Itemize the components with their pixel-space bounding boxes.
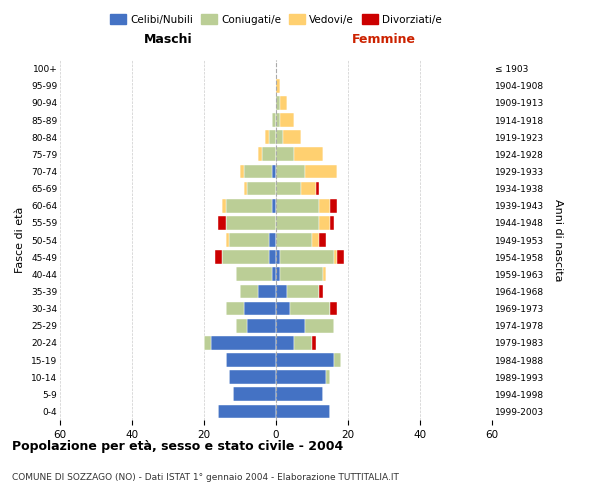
Bar [226, 233, 229, 247]
Bar [276, 353, 334, 367]
Bar [276, 233, 312, 247]
Bar [323, 268, 326, 281]
Bar [276, 96, 280, 110]
Bar [269, 233, 276, 247]
Bar [334, 353, 341, 367]
Bar [215, 250, 222, 264]
Bar [218, 404, 276, 418]
Bar [280, 250, 334, 264]
Bar [276, 130, 283, 144]
Bar [276, 336, 294, 349]
Text: Maschi: Maschi [143, 34, 193, 46]
Bar [294, 148, 323, 161]
Bar [276, 79, 280, 92]
Bar [276, 302, 290, 316]
Bar [272, 268, 276, 281]
Bar [276, 319, 305, 332]
Bar [226, 216, 276, 230]
Bar [276, 250, 280, 264]
Bar [222, 199, 226, 212]
Bar [280, 268, 323, 281]
Bar [222, 250, 269, 264]
Bar [330, 216, 334, 230]
Bar [244, 164, 272, 178]
Bar [330, 199, 337, 212]
Bar [301, 182, 316, 196]
Text: Femmine: Femmine [352, 34, 416, 46]
Bar [269, 130, 276, 144]
Bar [280, 96, 287, 110]
Y-axis label: Anni di nascita: Anni di nascita [553, 198, 563, 281]
Bar [229, 233, 269, 247]
Bar [287, 284, 319, 298]
Bar [294, 336, 312, 349]
Bar [312, 336, 316, 349]
Bar [276, 182, 301, 196]
Bar [240, 164, 244, 178]
Bar [258, 284, 276, 298]
Bar [312, 233, 319, 247]
Bar [276, 388, 323, 401]
Bar [272, 199, 276, 212]
Bar [226, 302, 244, 316]
Bar [236, 319, 247, 332]
Bar [240, 284, 258, 298]
Bar [247, 319, 276, 332]
Bar [244, 302, 276, 316]
Text: Popolazione per età, sesso e stato civile - 2004: Popolazione per età, sesso e stato civil… [12, 440, 343, 453]
Bar [283, 130, 301, 144]
Bar [233, 388, 276, 401]
Bar [326, 370, 330, 384]
Bar [229, 370, 276, 384]
Bar [319, 216, 330, 230]
Bar [305, 164, 337, 178]
Bar [290, 302, 330, 316]
Bar [276, 199, 319, 212]
Bar [211, 336, 276, 349]
Bar [247, 182, 276, 196]
Bar [262, 148, 276, 161]
Bar [204, 336, 211, 349]
Bar [276, 268, 280, 281]
Bar [316, 182, 319, 196]
Bar [276, 404, 330, 418]
Bar [258, 148, 262, 161]
Bar [305, 319, 334, 332]
Bar [319, 199, 330, 212]
Bar [265, 130, 269, 144]
Bar [226, 199, 272, 212]
Legend: Celibi/Nubili, Coniugati/e, Vedovi/e, Divorziati/e: Celibi/Nubili, Coniugati/e, Vedovi/e, Di… [106, 10, 446, 29]
Bar [276, 284, 287, 298]
Bar [272, 164, 276, 178]
Bar [280, 113, 294, 127]
Bar [272, 113, 276, 127]
Bar [276, 370, 326, 384]
Bar [269, 250, 276, 264]
Text: COMUNE DI SOZZAGO (NO) - Dati ISTAT 1° gennaio 2004 - Elaborazione TUTTITALIA.IT: COMUNE DI SOZZAGO (NO) - Dati ISTAT 1° g… [12, 473, 399, 482]
Bar [319, 284, 323, 298]
Bar [334, 250, 337, 264]
Bar [244, 182, 247, 196]
Y-axis label: Fasce di età: Fasce di età [16, 207, 25, 273]
Bar [226, 353, 276, 367]
Bar [218, 216, 226, 230]
Bar [276, 216, 319, 230]
Bar [337, 250, 344, 264]
Bar [236, 268, 272, 281]
Bar [276, 148, 294, 161]
Bar [276, 164, 305, 178]
Bar [330, 302, 337, 316]
Bar [319, 233, 326, 247]
Bar [276, 113, 280, 127]
